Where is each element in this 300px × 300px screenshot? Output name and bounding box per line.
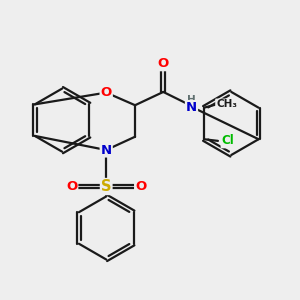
Text: N: N: [186, 101, 197, 114]
Text: O: O: [135, 180, 146, 193]
Text: O: O: [100, 86, 112, 99]
Text: O: O: [158, 57, 169, 70]
Text: Cl: Cl: [221, 134, 234, 147]
Text: O: O: [66, 180, 77, 193]
Text: H: H: [187, 95, 196, 105]
Text: N: N: [100, 143, 112, 157]
Text: S: S: [101, 179, 112, 194]
Text: CH₃: CH₃: [216, 99, 237, 110]
